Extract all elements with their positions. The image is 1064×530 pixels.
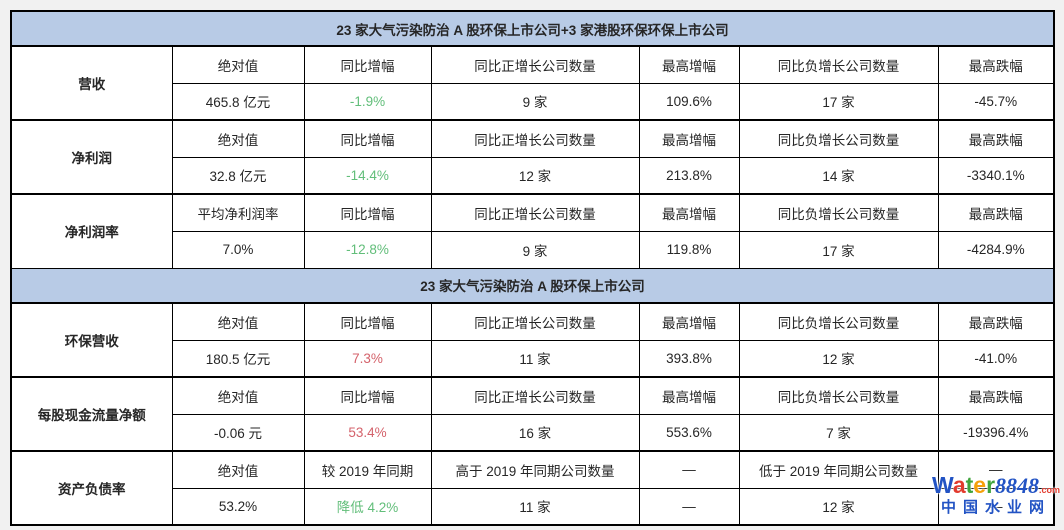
column-header-cell: 同比正增长公司数量 (430, 45, 640, 84)
metric-header-row: 净利润 绝对值 同比增幅 同比正增长公司数量 最高增幅 同比负增长公司数量 最高跌幅 (10, 119, 1055, 195)
column-header-cell: 最高跌幅 (937, 45, 1055, 84)
metric-value-row: 53.2% 降低 4.2% 11 家 —12 家 — (11, 487, 1055, 526)
metric-label: 净利润 (10, 119, 173, 195)
column-header-cell: 同比负增长公司数量 (738, 302, 939, 341)
metric-label: 环保营收 (10, 302, 173, 378)
column-header-cell: 最高增幅 (638, 376, 740, 415)
column-header-cell: 同比正增长公司数量 (430, 376, 640, 415)
section-banner-row: 23 家大气污染防治 A 股环保上市公司+3 家港股环保环保上市公司 (10, 10, 1055, 47)
value-cell: -12.8% (303, 230, 432, 269)
value-cell: 53.4% (303, 413, 432, 452)
section-banner-title: 23 家大气污染防治 A 股环保上市公司 (10, 267, 1055, 304)
value-cell: 7.0% (171, 230, 305, 269)
metric-value-row: 32.8 亿元 -14.4% 12 家 213.8% 14 家 -3340.1% (11, 156, 1055, 195)
column-header-cell: 同比正增长公司数量 (430, 193, 640, 232)
value-cell: -41.0% (937, 339, 1055, 378)
value-cell: 14 家 (738, 156, 939, 195)
column-header-cell: 同比增幅 (303, 45, 432, 84)
value-cell: 393.8% (638, 339, 740, 378)
value-cell: 119.8% (638, 230, 740, 269)
value-cell: -1.9% (303, 82, 432, 121)
column-header-cell: 同比负增长公司数量 (738, 193, 939, 232)
metric-header-row: 营收 绝对值 同比增幅 同比正增长公司数量 最高增幅 同比负增长公司数量 最高跌幅 (10, 45, 1055, 121)
column-header-cell: 同比增幅 (303, 302, 432, 341)
value-cell: 53.2% (171, 487, 305, 526)
value-cell: 17 家 (738, 230, 939, 269)
metric-header-row: 每股现金流量净额 绝对值 同比增幅 同比正增长公司数量 最高增幅 同比负增长公司数量 最高跌… (10, 376, 1055, 452)
column-header-cell: 高于 2019 年同期公司数量 (430, 450, 640, 489)
value-cell: 32.8 亿元 (171, 156, 305, 195)
column-header-cell: 同比负增长公司数量 (738, 119, 939, 158)
value-cell: 7 家 (738, 413, 939, 452)
value-cell: 465.8 亿元 (171, 82, 305, 121)
value-cell: 180.5 亿元 (171, 339, 305, 378)
metric-header-row: 环保营收 绝对值 同比增幅 同比正增长公司数量 最高增幅 同比负增长公司数量 最高跌幅 (10, 302, 1055, 378)
value-cell: -3340.1% (937, 156, 1055, 195)
column-header-cell: 较 2019 年同期 (303, 450, 432, 489)
metric-header-row: 资产负债率 绝对值较 2019 年同期 高于 2019 年同期公司数量 — 低于 201… (10, 450, 1055, 526)
metric-value-row: -0.06 元 53.4% 16 家 553.6% 7 家 -19396.4% (11, 413, 1055, 452)
column-header-cell: 同比增幅 (303, 376, 432, 415)
value-cell: 7.3% (303, 339, 432, 378)
column-header-cell: 同比增幅 (303, 193, 432, 232)
value-cell: 213.8% (638, 156, 740, 195)
metric-label: 净利润率 (10, 193, 173, 269)
column-header-cell: — (638, 450, 740, 489)
section-banner-title: 23 家大气污染防治 A 股环保上市公司+3 家港股环保环保上市公司 (10, 10, 1055, 47)
value-cell: 9 家 (430, 82, 640, 121)
metric-label: 营收 (10, 45, 173, 121)
column-header-cell: 同比正增长公司数量 (430, 302, 640, 341)
column-header-cell: 最高增幅 (638, 193, 740, 232)
column-header-cell: 最高跌幅 (937, 376, 1055, 415)
column-header-cell: — (937, 450, 1055, 489)
value-cell: 12 家 (430, 156, 640, 195)
column-header-cell: 最高增幅 (638, 302, 740, 341)
column-header-cell: 低于 2019 年同期公司数量 (738, 450, 939, 489)
metric-label: 资产负债率 (10, 450, 173, 526)
value-cell: 12 家 (738, 487, 939, 526)
value-cell: 11 家 (430, 339, 640, 378)
metric-value-row: 7.0% -12.8% 9 家 119.8% 17 家 -4284.9% (11, 230, 1055, 269)
value-cell: — (638, 487, 740, 526)
value-cell: -14.4% (303, 156, 432, 195)
metric-value-row: 180.5 亿元 7.3% 11 家 393.8% 12 家 -41.0% (11, 339, 1055, 378)
column-header-cell: 最高跌幅 (937, 119, 1055, 158)
metric-value-row: 465.8 亿元 -1.9% 9 家 109.6% 17 家 -45.7% (11, 82, 1055, 121)
value-cell: 17 家 (738, 82, 939, 121)
financial-report-table: 23 家大气污染防治 A 股环保上市公司+3 家港股环保环保上市公司 营收 绝对值同… (10, 10, 1055, 526)
column-header-cell: 最高增幅 (638, 119, 740, 158)
section-banner-row: 23 家大气污染防治 A 股环保上市公司 (10, 267, 1055, 304)
value-cell: 9 家 (430, 230, 640, 269)
value-cell: -45.7% (937, 82, 1055, 121)
value-cell: — (937, 487, 1055, 526)
financial-table-body: 23 家大气污染防治 A 股环保上市公司+3 家港股环保环保上市公司 营收 绝对值同… (10, 10, 1055, 526)
value-cell: 16 家 (430, 413, 640, 452)
value-cell: -0.06 元 (171, 413, 305, 452)
column-header-cell: 最高跌幅 (937, 193, 1055, 232)
column-header-cell: 最高增幅 (638, 45, 740, 84)
column-header-cell: 最高跌幅 (937, 302, 1055, 341)
column-header-cell: 同比正增长公司数量 (430, 119, 640, 158)
value-cell: 12 家 (738, 339, 939, 378)
column-header-cell: 平均净利润率 (171, 193, 305, 232)
column-header-cell: 绝对值 (171, 45, 305, 84)
value-cell: 109.6% (638, 82, 740, 121)
value-cell: 降低 4.2% (303, 487, 432, 526)
metric-header-row: 净利润率 平均净利润率 同比增幅 同比正增长公司数量 最高增幅 同比负增长公司数量 最高跌幅 (10, 193, 1055, 269)
column-header-cell: 绝对值 (171, 302, 305, 341)
column-header-cell: 同比增幅 (303, 119, 432, 158)
value-cell: 11 家 (430, 487, 640, 526)
value-cell: -4284.9% (937, 230, 1055, 269)
value-cell: 553.6% (638, 413, 740, 452)
column-header-cell: 绝对值 (171, 376, 305, 415)
column-header-cell: 同比负增长公司数量 (738, 45, 939, 84)
value-cell: -19396.4% (937, 413, 1055, 452)
column-header-cell: 同比负增长公司数量 (738, 376, 939, 415)
metric-label: 每股现金流量净额 (10, 376, 173, 452)
column-header-cell: 绝对值 (171, 119, 305, 158)
column-header-cell: 绝对值 (171, 450, 305, 489)
